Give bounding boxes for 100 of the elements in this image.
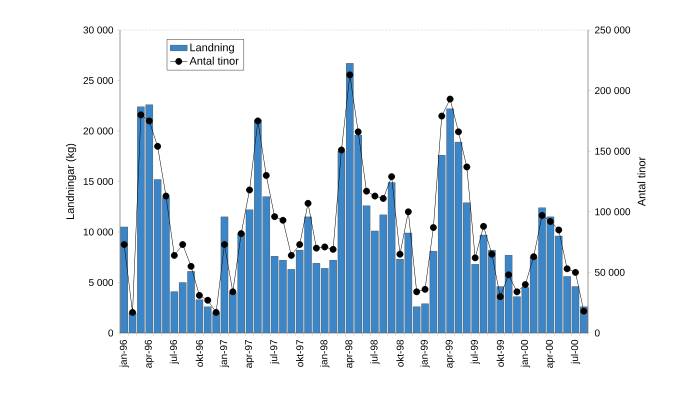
bar [354,134,362,333]
x-tick-label: apr-00 [546,340,555,368]
y-tick-label: 15 000 [84,178,114,186]
point [238,230,245,238]
point [396,250,404,258]
bar [404,232,412,333]
point [288,252,295,259]
x-tick-label: apr-99 [446,340,455,368]
y2-tick-label: 200 000 [595,87,630,94]
point [404,208,412,216]
x-tick-label: jul-99 [470,340,480,364]
point [196,292,203,299]
bar [463,202,471,333]
point [496,293,504,300]
x-tick-label: jan-00 [520,340,530,368]
point [304,200,312,207]
y-tick-label: 25 000 [84,76,114,84]
point [422,286,428,293]
y-tick-label: 30 000 [83,26,114,34]
x-tick-label: jul-97 [270,340,280,364]
point [346,71,354,78]
legend-label: Landning [190,43,234,54]
point [188,262,194,270]
y2-tick-label: 150 000 [595,148,630,155]
point [129,308,136,316]
point [162,192,170,200]
point [505,271,512,278]
bar [296,250,304,333]
point [480,222,487,230]
point [371,192,378,200]
point [380,195,387,202]
y2-tick-label: 50 000 [594,268,625,276]
point [296,241,304,248]
x-tick-label: jan-97 [220,340,230,368]
point [514,288,520,296]
x-tick-label: apr-96 [144,340,154,368]
point [338,146,345,154]
point [522,281,529,288]
point [538,212,546,219]
point [246,186,253,194]
x-tick-label: jan-99 [420,340,430,368]
x-tick-label: jan-96 [120,340,129,368]
x-tick-label: jul-98 [370,340,380,364]
point [530,253,538,260]
point [580,308,588,315]
bar [555,236,562,333]
bar [321,268,328,333]
point [555,226,562,234]
point [564,265,571,272]
x-tick-label: apr-98 [345,340,354,368]
point [472,254,479,262]
x-tick-label: jul-96 [170,340,179,364]
bar [146,104,154,333]
point [254,117,262,124]
point [488,250,496,258]
point [330,246,337,253]
point [204,296,212,304]
bar [288,269,296,333]
y-tick-label: 0 [108,329,114,337]
x-tick-label: okt-97 [296,340,304,367]
point [455,128,462,136]
point [463,164,470,170]
y2-tick-label: 250 000 [595,26,630,34]
bar [178,282,186,333]
bar [522,287,530,333]
point [212,308,220,316]
point [354,128,362,136]
y2-axis-title: Antal tinor [637,157,646,206]
point [413,288,420,296]
point [146,117,153,124]
legend-label: Antal tinor [190,56,239,65]
bar [262,196,270,333]
point [221,241,228,248]
point [179,241,186,248]
x-tick-label: apr-97 [245,340,254,368]
y-axis-title: Landningar (kg) [66,144,76,219]
point [430,224,437,231]
bar [346,63,354,333]
point [438,112,446,120]
x-tick-label: okt-98 [396,340,404,367]
x-tick-label: okt-99 [496,340,504,367]
point [271,213,278,220]
y2-tick-label: 100 000 [595,208,630,216]
point [363,188,370,195]
point [154,142,162,150]
point [280,216,286,224]
y-tick-label: 10 000 [84,228,114,236]
point [388,173,396,180]
point [120,241,128,248]
bar [380,214,387,333]
point [229,288,236,296]
point [546,218,554,225]
point [312,244,320,252]
x-tick-label: okt-96 [196,340,204,367]
y-tick-label: 20 000 [84,127,114,135]
x-tick-label: jul-00 [570,340,580,364]
point [170,252,178,259]
point [262,172,270,179]
y-tick-label: 5 000 [88,278,114,286]
y2-tick-label: 0 [594,329,600,337]
